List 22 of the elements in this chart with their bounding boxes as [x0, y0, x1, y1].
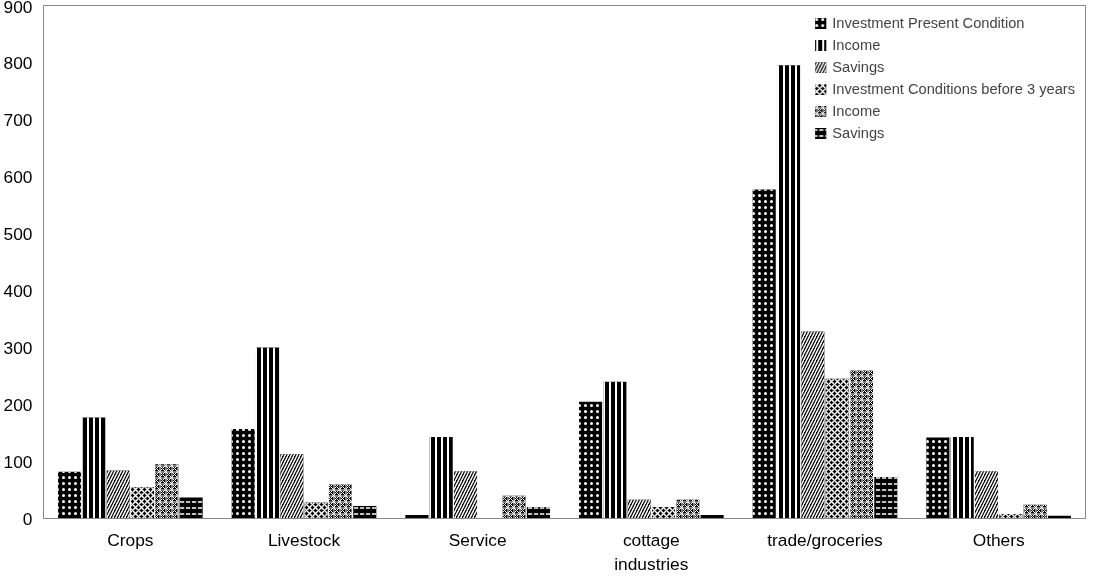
y-tick-label: 200	[3, 394, 33, 415]
y-tick-label: 400	[3, 280, 33, 301]
y-tick-label: 900	[3, 0, 33, 17]
x-tick-label: Service	[448, 529, 507, 550]
x-tick-label: Crops	[107, 529, 154, 550]
legend-label: Investment Conditions before 3 years	[832, 81, 1075, 97]
x-tick-label: Livestock	[267, 529, 341, 550]
y-tick-label: 0	[22, 508, 33, 529]
legend-label: Savings	[832, 125, 885, 141]
y-tick-label: 100	[3, 451, 33, 472]
y-tick-label: 300	[3, 337, 33, 358]
y-tick-label: 700	[3, 109, 33, 130]
x-tick-label: Others	[972, 529, 1025, 550]
y-tick-label: 800	[3, 52, 33, 73]
x-tick-label: cottage industries	[614, 529, 689, 574]
y-tick-label: 500	[3, 223, 33, 244]
legend-label: Income	[832, 37, 881, 53]
y-tick-label: 600	[3, 166, 33, 187]
legend-label: Savings	[832, 59, 885, 75]
x-tick-label: trade/groceries	[767, 529, 884, 550]
legend-label: Income	[832, 103, 881, 119]
legend-label: Investment Present Condition	[832, 15, 1025, 31]
